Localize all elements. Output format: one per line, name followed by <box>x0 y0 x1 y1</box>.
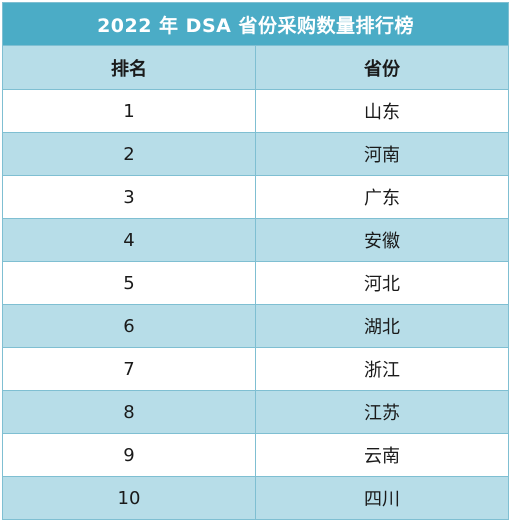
table-row: 10 四川 <box>2 476 510 520</box>
rank-cell: 1 <box>2 89 256 133</box>
province-cell: 广东 <box>254 175 510 219</box>
province-cell: 浙江 <box>254 347 510 391</box>
table-row: 7 浙江 <box>2 347 510 391</box>
table-row: 1 山东 <box>2 89 510 133</box>
table-row: 5 河北 <box>2 261 510 305</box>
province-cell: 河南 <box>254 132 510 176</box>
table-row: 8 江苏 <box>2 390 510 434</box>
rank-cell: 9 <box>2 433 256 477</box>
rank-cell: 5 <box>2 261 256 305</box>
province-cell: 安徽 <box>254 218 510 262</box>
title-row: 2022 年 DSA 省份采购数量排行榜 <box>1 2 510 46</box>
rank-cell: 10 <box>2 476 256 520</box>
province-cell: 湖北 <box>254 304 510 348</box>
rank-cell: 7 <box>2 347 256 391</box>
province-cell: 云南 <box>254 433 510 477</box>
province-column-header: 省份 <box>254 45 510 90</box>
table-row: 2 河南 <box>2 132 510 176</box>
table-row: 9 云南 <box>2 433 510 477</box>
rank-column-header: 排名 <box>2 45 256 90</box>
rank-cell: 4 <box>2 218 256 262</box>
table-row: 6 湖北 <box>2 304 510 348</box>
rank-cell: 8 <box>2 390 256 434</box>
rank-cell: 2 <box>2 132 256 176</box>
province-cell: 四川 <box>254 476 510 520</box>
rank-cell: 6 <box>2 304 256 348</box>
province-cell: 江苏 <box>254 390 510 434</box>
table-title: 2022 年 DSA 省份采购数量排行榜 <box>1 2 510 46</box>
rank-cell: 3 <box>2 175 256 219</box>
province-cell: 河北 <box>254 261 510 305</box>
province-cell: 山东 <box>254 89 510 133</box>
table-row: 3 广东 <box>2 175 510 219</box>
header-row: 排名 省份 <box>2 45 510 90</box>
table-row: 4 安徽 <box>2 218 510 262</box>
